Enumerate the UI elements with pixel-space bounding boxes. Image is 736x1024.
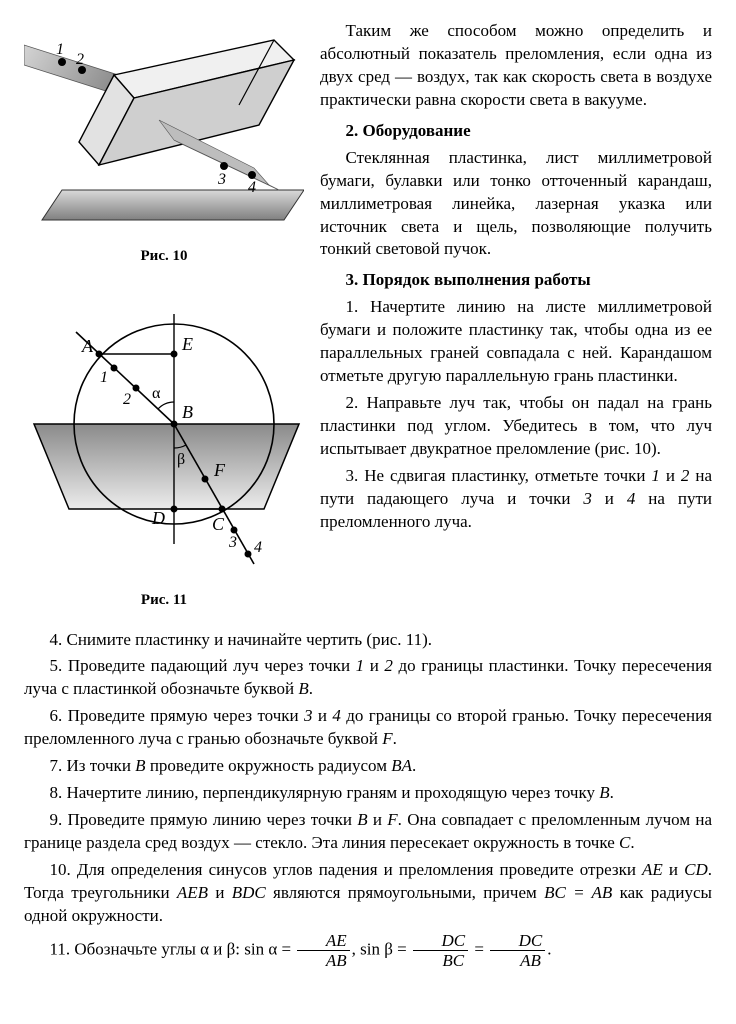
frac-dc-bc: DCBC [413, 932, 468, 969]
svg-text:1: 1 [56, 41, 64, 58]
svg-text:3: 3 [228, 534, 237, 551]
figure-11: A E 1 2 B α β [24, 284, 304, 610]
svg-text:β: β [177, 451, 185, 468]
step-8: 8. Начертите линию, перпендикулярную гра… [24, 782, 712, 805]
svg-text:4: 4 [248, 179, 256, 196]
svg-text:E: E [181, 334, 193, 354]
svg-text:B: B [182, 402, 193, 422]
svg-text:1: 1 [100, 369, 108, 386]
svg-text:3: 3 [217, 171, 226, 188]
step-9: 9. Проведите прямую линию через точки B … [24, 809, 712, 855]
frac-dc-ab: DCAB [490, 932, 545, 969]
figure-11-caption: Рис. 11 [24, 590, 304, 610]
figure-10: 1 2 3 4 Рис. 10 [24, 20, 304, 266]
step-6: 6. Проведите прямую через точки 3 и 4 до… [24, 705, 712, 751]
svg-text:F: F [213, 460, 226, 480]
step-10: 10. Для определения синусов углов падени… [24, 859, 712, 928]
figure-11-svg: A E 1 2 B α β [24, 284, 304, 584]
figure-10-caption: Рис. 10 [24, 246, 304, 266]
step-11: 11. Обозначьте углы α и β: sin α = AEAB,… [24, 932, 712, 969]
figure-10-svg: 1 2 3 4 [24, 20, 304, 240]
step-7: 7. Из точки B проведите окружность радиу… [24, 755, 712, 778]
frac-ae-ab: AEAB [297, 932, 349, 969]
figure-column: 1 2 3 4 Рис. 10 [24, 20, 304, 629]
sym-1: 1 [651, 466, 660, 485]
svg-text:4: 4 [254, 539, 262, 556]
svg-text:α: α [152, 385, 161, 402]
svg-text:2: 2 [76, 51, 84, 68]
svg-text:C: C [212, 514, 225, 534]
svg-text:2: 2 [123, 391, 131, 408]
sym-3: 3 [583, 489, 592, 508]
step-4: 4. Снимите пластинку и начинайте чертить… [24, 629, 712, 652]
step-5: 5. Проведите падающий луч через точки 1 … [24, 655, 712, 701]
svg-text:D: D [151, 508, 165, 528]
